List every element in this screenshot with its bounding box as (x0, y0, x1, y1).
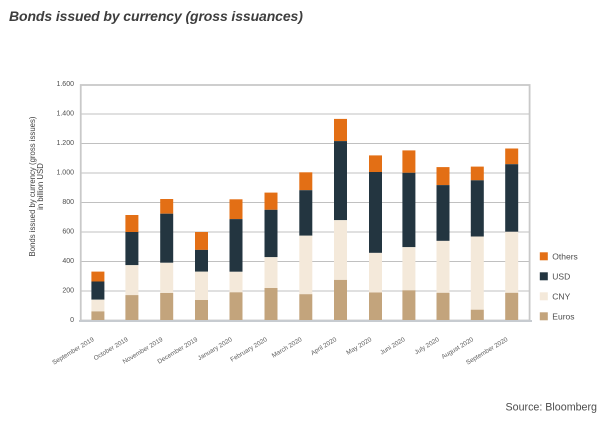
svg-text:Euros: Euros (552, 311, 574, 321)
svg-text:200: 200 (62, 288, 74, 295)
svg-text:September 2019: September 2019 (51, 336, 95, 367)
svg-text:0: 0 (70, 317, 74, 324)
svg-text:January 2020: January 2020 (197, 336, 234, 362)
svg-text:Juni 2020: Juni 2020 (379, 336, 407, 357)
svg-text:Source: Bloomberg: Source: Bloomberg (506, 402, 598, 414)
svg-text:in billion USD: in billion USD (36, 163, 45, 210)
svg-text:February 2020: February 2020 (229, 336, 269, 364)
svg-text:600: 600 (62, 229, 74, 236)
svg-text:CNY: CNY (552, 291, 570, 301)
svg-text:July 2020: July 2020 (413, 336, 440, 356)
svg-text:1.600: 1.600 (56, 81, 74, 88)
svg-text:1.200: 1.200 (56, 140, 74, 147)
svg-text:April 2020: April 2020 (310, 336, 339, 357)
svg-text:USD: USD (552, 271, 570, 281)
svg-text:Bonds issued by currency (gros: Bonds issued by currency (gross issues) (28, 116, 37, 256)
svg-text:1.000: 1.000 (56, 170, 74, 177)
svg-text:1.400: 1.400 (56, 111, 74, 118)
svg-text:March 2020: March 2020 (271, 336, 304, 360)
svg-text:800: 800 (62, 199, 74, 206)
svg-text:400: 400 (62, 258, 74, 265)
svg-text:May 2020: May 2020 (345, 336, 373, 357)
svg-text:Others: Others (552, 251, 578, 261)
